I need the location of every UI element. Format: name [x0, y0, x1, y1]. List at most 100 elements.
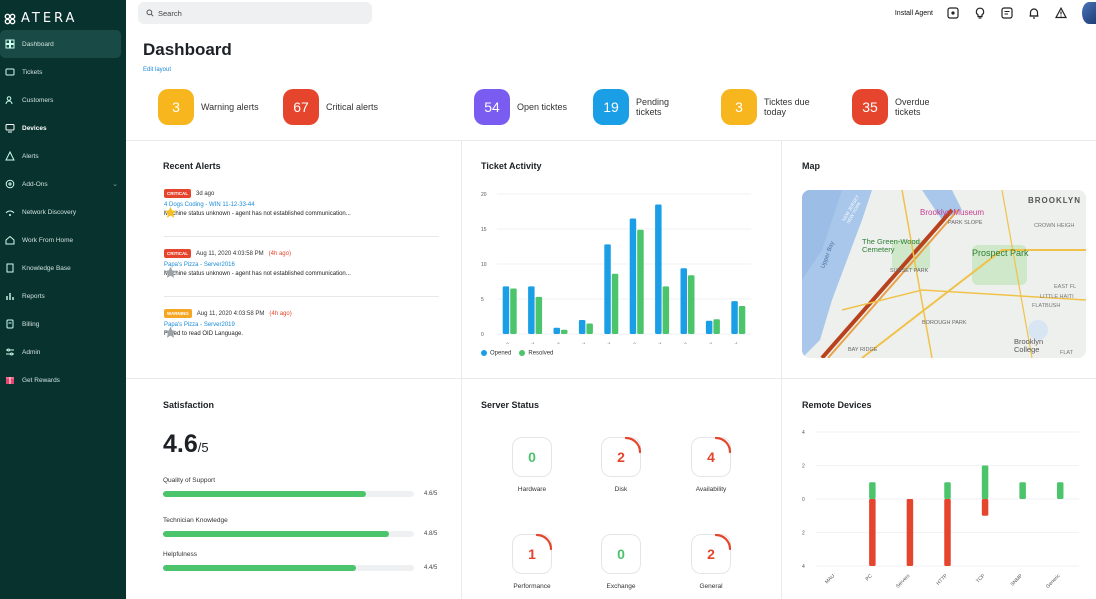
kpi-card[interactable]: 67 Critical alerts [283, 89, 386, 125]
sidebar-item-reports[interactable]: Reports [0, 282, 126, 310]
bar-opened-7[interactable] [680, 268, 688, 334]
kpi-label: Overdue tickets [895, 97, 930, 117]
topbar-actions: Install Agent [895, 0, 1096, 26]
bar-resolved-8[interactable] [713, 319, 720, 334]
bar-resolved-1[interactable] [535, 296, 543, 334]
sidebar-item-network-discovery[interactable]: Network Discovery [0, 198, 126, 226]
star-icon[interactable] [164, 266, 177, 279]
map-label-borough-park: BOROUGH PARK [922, 320, 967, 326]
alert-device-link[interactable]: Papa's Pizza - Server2016 [164, 262, 235, 268]
alert-item[interactable]: CRITICAL 3d ago 4 Dogs Coding - WIN 11-12-… [164, 189, 439, 217]
severity-badge: CRITICAL [164, 249, 191, 258]
map-label-sunset-park: SUNSET PARK [890, 268, 929, 274]
server-status-general[interactable]: 2 General [691, 533, 732, 590]
alert-item[interactable]: WARNING Aug 11, 2020 4:03:58 PM (4h ago) Pa… [164, 309, 439, 337]
bar-resolved-6[interactable] [662, 286, 670, 334]
alert-time: 3d ago [196, 190, 215, 197]
y-tick-label: 0 [802, 497, 805, 503]
sidebar-item-admin[interactable]: Admin [0, 338, 126, 366]
server-status-label: Availability [695, 486, 727, 493]
kpi-card[interactable]: 3 Warning alerts [158, 89, 261, 125]
alert-ago: (4h ago) [268, 250, 291, 257]
sidebar-item-devices[interactable]: Devices [0, 114, 126, 142]
bar-green-5[interactable] [1019, 482, 1026, 499]
kpi-card[interactable]: 54 Open ticktes [474, 89, 577, 125]
bar-green-4[interactable] [981, 465, 989, 500]
sidebar-item-customers[interactable]: Customers [0, 86, 126, 114]
server-status-disk[interactable]: 2 Disk [601, 436, 642, 493]
lightbulb-icon[interactable] [974, 7, 986, 19]
sidebar-item-label: Dashboard [22, 40, 54, 48]
bar-opened-6[interactable] [655, 204, 662, 335]
bar-resolved-0[interactable] [510, 288, 517, 335]
alert-item[interactable]: CRITICAL Aug 11, 2020 4:03:58 PM (4h ago) P… [164, 249, 439, 277]
bar-green-3[interactable] [944, 482, 951, 499]
bar-opened-5[interactable] [629, 218, 637, 335]
server-status-value-box: 2 [601, 436, 642, 477]
bar-resolved-5[interactable] [637, 229, 644, 334]
bar-red-2[interactable] [906, 499, 914, 566]
bar-red-4[interactable] [981, 499, 989, 516]
warning-icon[interactable] [1055, 7, 1067, 19]
star-icon[interactable] [164, 206, 177, 219]
server-status-performance[interactable]: 1 Performance [512, 533, 553, 590]
server-status-hardware[interactable]: 0 Hardware [512, 437, 552, 493]
dashboard-main: Dashboard Edit layout 3 Warning alerts 67 C… [126, 26, 1096, 599]
y-tick-label: 15 [481, 227, 487, 233]
bar-red-1[interactable] [869, 499, 876, 566]
bar-red-3[interactable] [944, 499, 951, 566]
install-agent-link[interactable]: Install Agent [894, 9, 933, 17]
sidebar-item-knowledge-base[interactable]: Knowledge Base [0, 254, 126, 282]
sidebar-item-work-from-home[interactable]: Work From Home [0, 226, 126, 254]
sidebar-item-get-rewards[interactable]: Get Rewards [0, 366, 126, 394]
sidebar-item-tickets[interactable]: Tickets [0, 58, 126, 86]
legend-resolved[interactable]: Resolved [519, 350, 553, 357]
bar-green-6[interactable] [1056, 482, 1064, 499]
bar-opened-3[interactable] [578, 320, 586, 334]
status-arc [624, 436, 642, 454]
status-arc [535, 533, 553, 551]
sidebar-item-add-ons[interactable]: Add-Ons ⌄ [0, 170, 126, 198]
search-input[interactable]: Search [138, 2, 372, 24]
bar-resolved-3[interactable] [586, 323, 593, 335]
server-status-exchange[interactable]: 0 Exchange [601, 534, 641, 590]
sidebar: ATERA Dashboard Tickets Customers Devices Al… [0, 0, 126, 599]
x-tick-label: HTTP [935, 573, 949, 587]
kpi-card[interactable]: 19 Pending tickets [593, 89, 696, 125]
bar-opened-8[interactable] [705, 320, 713, 334]
page-title: Dashboard [143, 40, 232, 59]
alert-device-link[interactable]: Papa's Pizza - Server2019 [164, 322, 235, 328]
logo-mark-icon [4, 13, 16, 24]
bar-opened-2[interactable] [553, 327, 561, 334]
map-widget[interactable]: BROOKLYN Brooklyn Museum PARK SLOPE CROW… [802, 190, 1086, 358]
bar-resolved-9[interactable] [738, 306, 746, 334]
kpi-card[interactable]: 3 Ticktes due today [721, 89, 824, 125]
bar-resolved-2[interactable] [561, 329, 568, 334]
server-status-availability[interactable]: 4 Availability [691, 436, 732, 493]
star-icon[interactable] [164, 326, 177, 339]
map-label-flat: FLAT [1060, 350, 1074, 356]
bar-resolved-4[interactable] [611, 273, 619, 334]
edit-layout-link[interactable]: Edit layout [143, 67, 172, 73]
sidebar-item-billing[interactable]: Billing [0, 310, 126, 338]
sidebar-item-dashboard[interactable]: Dashboard [0, 30, 121, 58]
bar-opened-0[interactable] [502, 286, 510, 334]
y-tick-label: 20 [481, 192, 487, 198]
kpi-card[interactable]: 35 Overdue tickets [852, 89, 955, 125]
bar-opened-4[interactable] [604, 244, 611, 334]
alert-device-link[interactable]: 4 Dogs Coding - WIN 11-12-33-44 [164, 202, 255, 208]
user-avatar[interactable] [1082, 2, 1096, 24]
bar-resolved-7[interactable] [688, 275, 695, 334]
legend-opened[interactable]: Opened [481, 350, 511, 357]
brand-logo[interactable]: ATERA [0, 0, 126, 28]
chat-icon[interactable] [1001, 7, 1013, 19]
server-status-value: 0 [617, 546, 625, 562]
map-label-park-slope: PARK SLOPE [948, 220, 983, 226]
bell-icon[interactable] [1028, 7, 1040, 19]
sidebar-item-alerts[interactable]: Alerts [0, 142, 126, 170]
bar-opened-9[interactable] [731, 301, 738, 334]
y-tick-label: 5 [481, 297, 484, 303]
bar-opened-1[interactable] [528, 286, 535, 334]
bar-green-1[interactable] [869, 482, 876, 499]
add-icon[interactable] [947, 7, 959, 19]
